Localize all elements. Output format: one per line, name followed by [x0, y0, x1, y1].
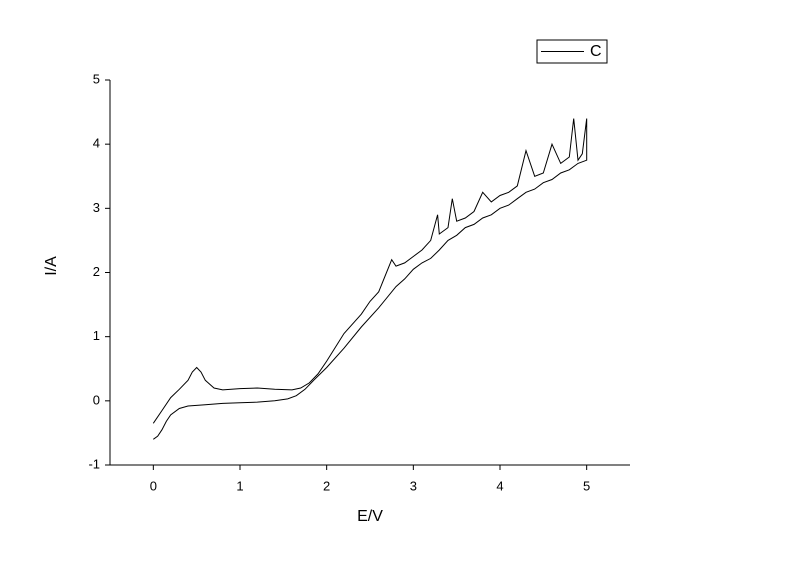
y-tick-label: 0 [93, 392, 100, 407]
y-tick-label: 4 [93, 136, 100, 151]
x-tick-label: 2 [323, 478, 330, 493]
y-tick-label: 3 [93, 200, 100, 215]
x-tick-label: 3 [410, 478, 417, 493]
x-tick-label: 0 [150, 478, 157, 493]
y-tick-label: 2 [93, 264, 100, 279]
x-tick-label: 1 [236, 478, 243, 493]
y-tick-label: 5 [93, 71, 100, 86]
y-tick-label: 1 [93, 328, 100, 343]
x-tick-label: 5 [583, 478, 590, 493]
x-tick-label: 4 [496, 478, 503, 493]
y-tick-label: -1 [88, 456, 100, 471]
data-line [152, 118, 588, 440]
legend-label: C [590, 43, 602, 60]
y-axis-title: I/A [43, 256, 60, 276]
x-axis-title: E/V [357, 508, 383, 525]
